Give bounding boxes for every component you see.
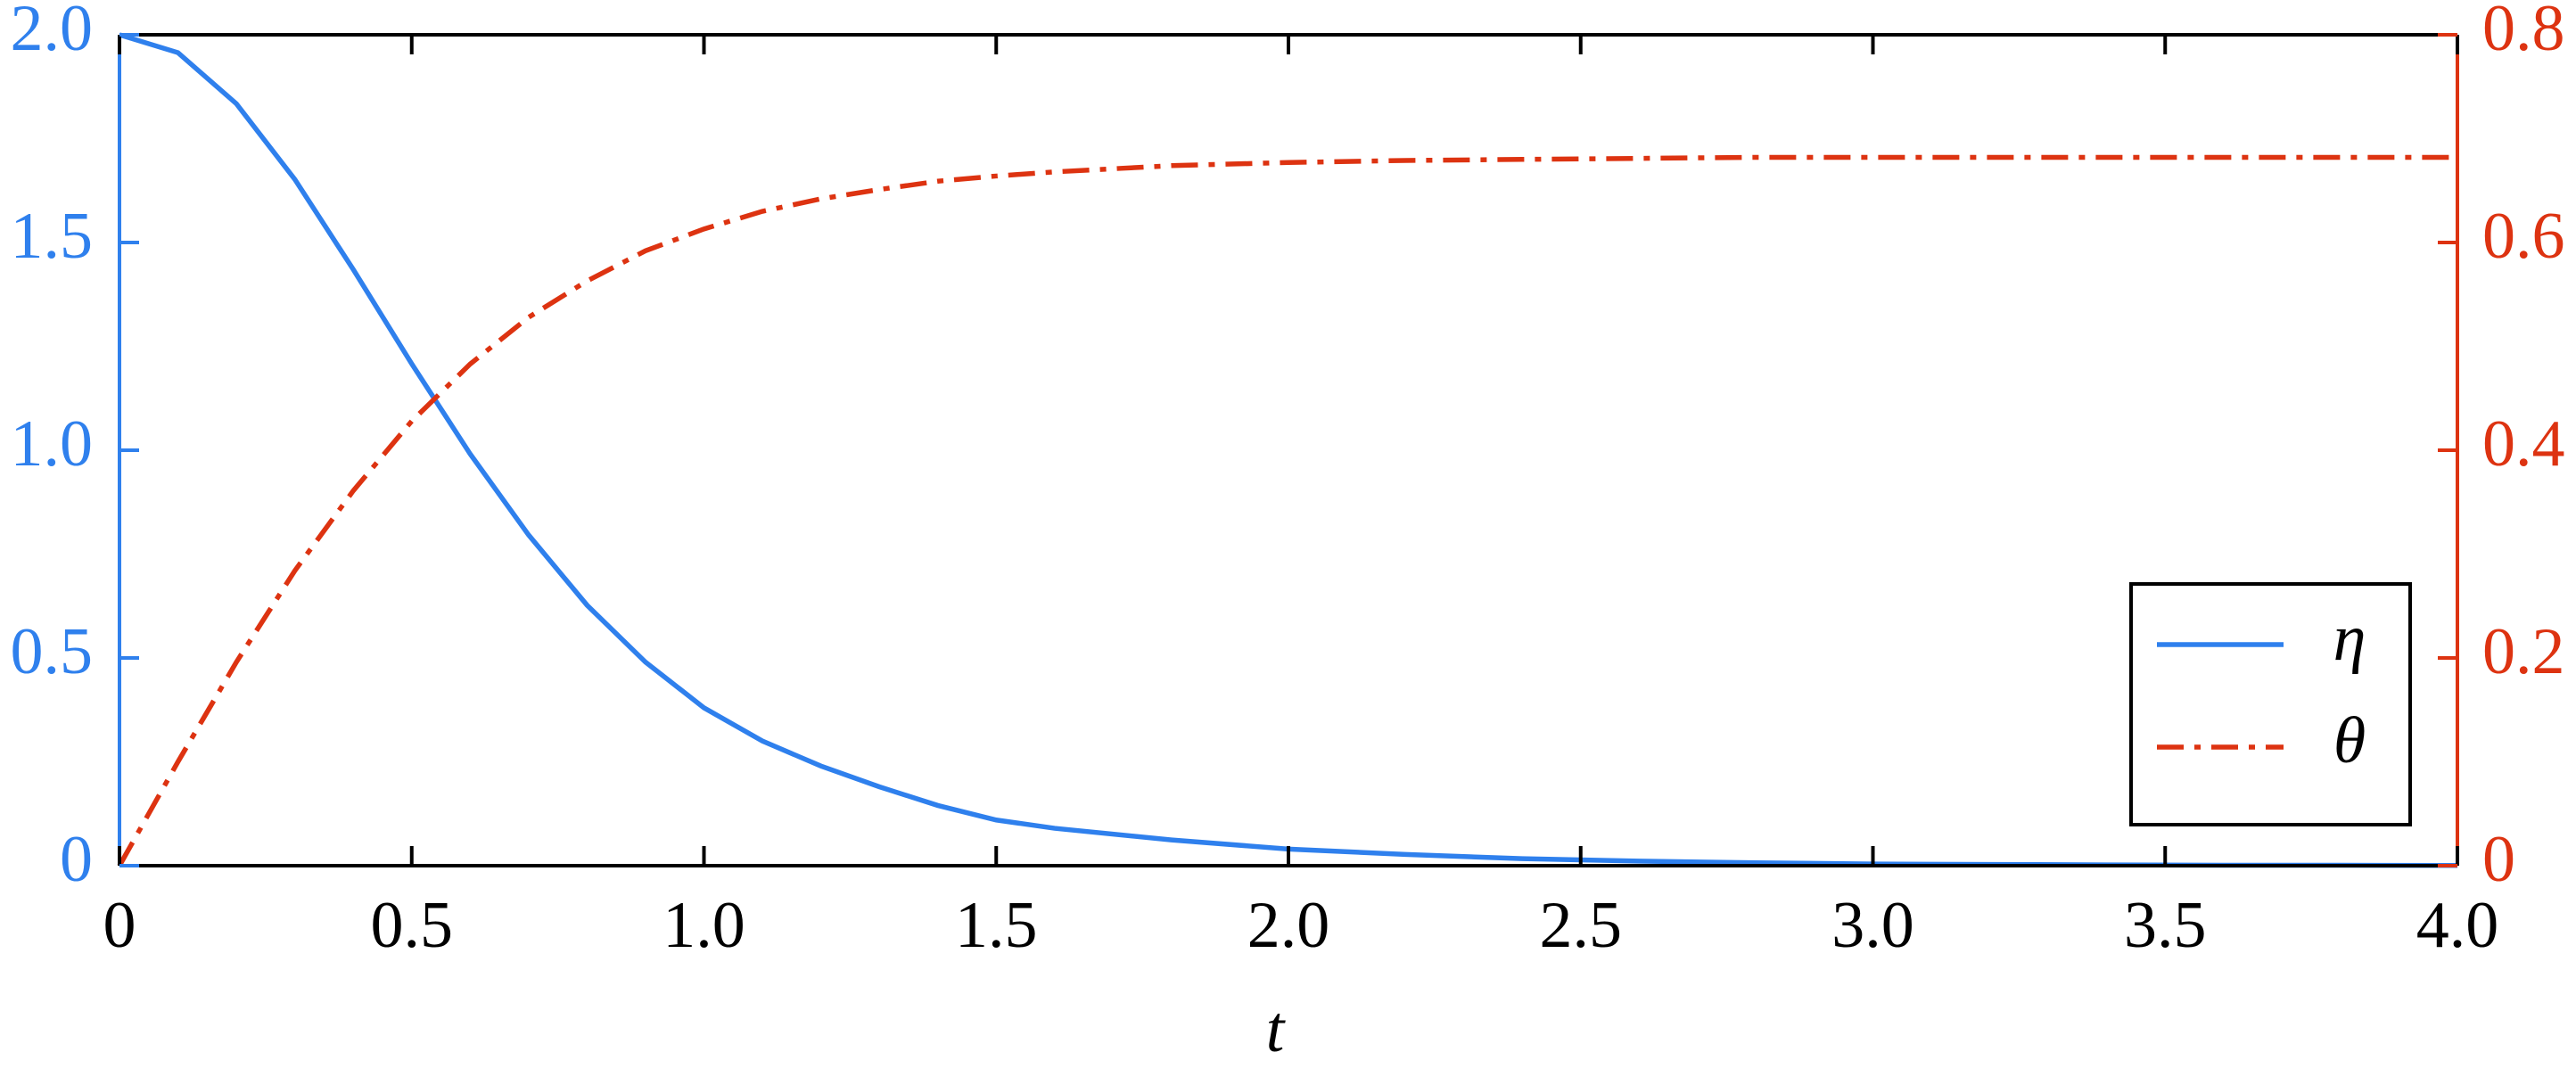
y2-tick-label: 0.4 (2482, 407, 2565, 481)
x-tick-label: 3.5 (2124, 889, 2207, 962)
y-tick-label: 1.5 (11, 200, 94, 273)
x-tick-label: 1.0 (663, 889, 745, 962)
x-tick-label: 1.5 (955, 889, 1038, 962)
x-tick-label: 4.0 (2416, 889, 2499, 962)
x-tick-label: 2.0 (1247, 889, 1330, 962)
y2-tick-label: 0.6 (2482, 200, 2565, 273)
y-tick-label: 2.0 (11, 0, 94, 65)
x-axis-label: t (1266, 993, 1287, 1066)
x-tick-label: 0.5 (371, 889, 454, 962)
y-tick-label: 1.0 (11, 407, 94, 481)
y-tick-label: 0 (60, 823, 93, 896)
series-line (117, 154, 2457, 867)
legend-label: θ (2333, 704, 2366, 777)
x-tick-label: 0 (103, 889, 136, 962)
legend-label: η (2333, 602, 2366, 675)
y2-tick-label: 0 (2482, 823, 2515, 896)
y-tick-label: 0.5 (11, 615, 94, 688)
x-tick-label: 3.0 (1831, 889, 1914, 962)
x-tick-label: 2.5 (1540, 889, 1623, 962)
y2-tick-label: 0.2 (2482, 615, 2565, 688)
legend: ηθ (2129, 582, 2412, 826)
y2-tick-label: 0.8 (2482, 0, 2565, 65)
legend-box (2129, 582, 2412, 826)
